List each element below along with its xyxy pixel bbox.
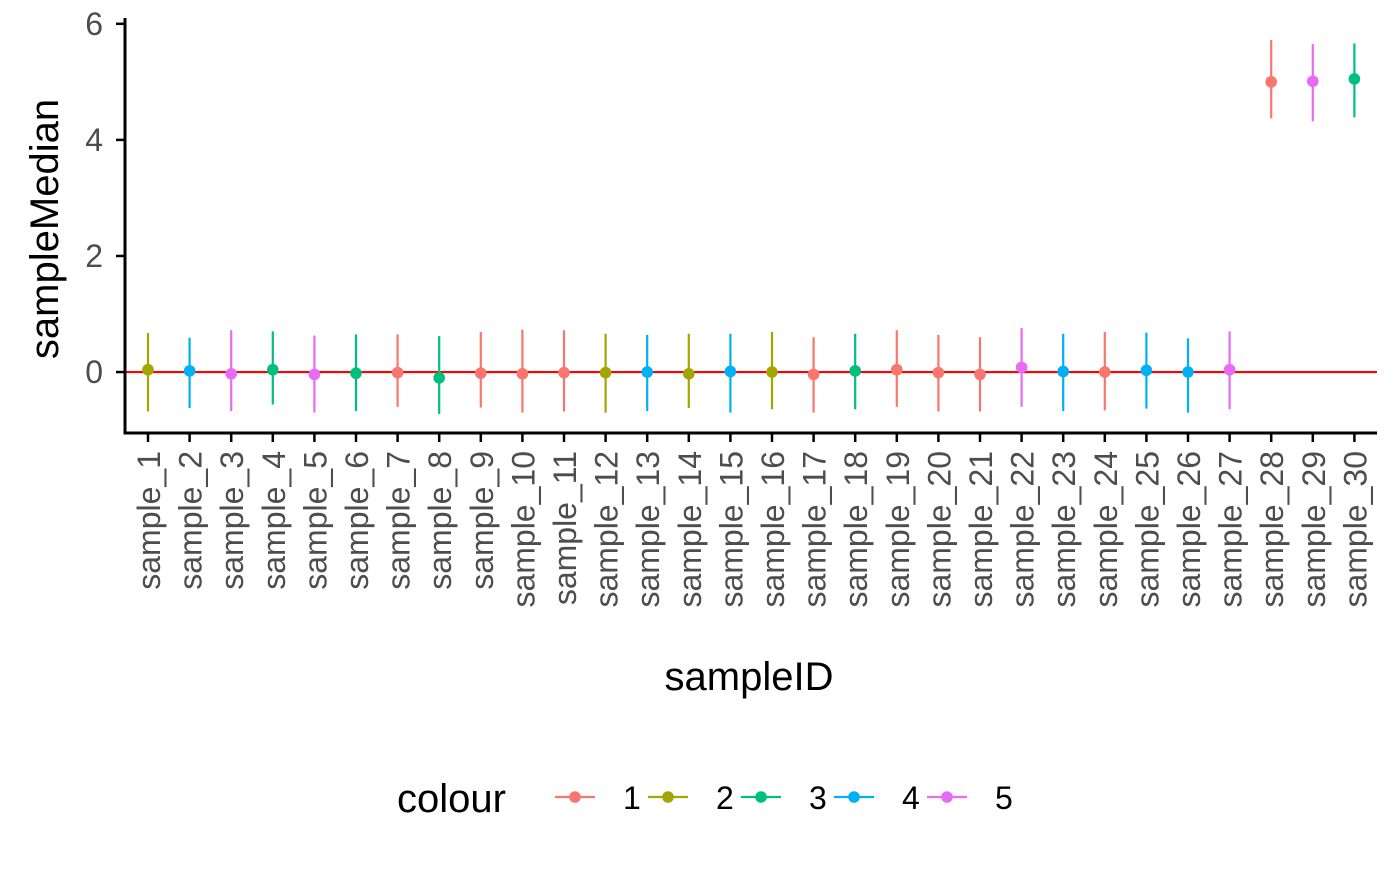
data-point <box>183 365 196 377</box>
data-point <box>1099 366 1111 378</box>
x-tick-label: sample_28 <box>1254 451 1290 608</box>
x-tick-label: sample_27 <box>1213 451 1249 608</box>
legend-entry: 4 <box>834 780 920 816</box>
x-tick-label: sample_7 <box>381 451 417 590</box>
legend-key-point <box>755 791 767 803</box>
legend-key-point <box>569 791 581 803</box>
data-point <box>683 367 695 380</box>
x-tick-label: sample_3 <box>214 451 250 590</box>
y-axis-title: sampleMedian <box>23 99 67 359</box>
data-point <box>267 363 279 376</box>
x-tick-label: sample_10 <box>505 451 541 608</box>
data-point <box>724 365 737 378</box>
data-point <box>142 363 154 376</box>
data-point <box>475 367 487 380</box>
axes-layer <box>123 18 1377 435</box>
x-tick-label: sample_29 <box>1296 451 1332 608</box>
legend-key-point <box>662 791 674 803</box>
data-point <box>641 366 653 378</box>
x-tick-label: sample_17 <box>797 451 833 608</box>
data-point <box>1265 76 1277 88</box>
x-tick-label: sample_6 <box>339 451 375 590</box>
data-point <box>433 372 446 384</box>
data-point <box>891 363 903 376</box>
x-tick-label: sample_19 <box>880 451 916 608</box>
x-tick-label: sample_13 <box>630 451 666 608</box>
x-tick-label: sample_30 <box>1337 451 1373 608</box>
legend-key-point <box>848 791 860 803</box>
x-tick-label: sample_11 <box>547 451 583 605</box>
x-tick-label: sample_23 <box>1046 451 1082 608</box>
data-point <box>849 365 861 377</box>
data-point <box>1057 365 1069 378</box>
x-tick-label: sample_22 <box>1005 451 1041 608</box>
x-tick-label: sample_1 <box>131 451 167 590</box>
y-tick-label: 4 <box>85 122 103 158</box>
data-point <box>807 368 820 381</box>
y-tick-label: 6 <box>85 6 103 42</box>
x-tick-label: sample_16 <box>755 451 791 608</box>
legend-label: 3 <box>809 780 827 816</box>
y-tick-label: 2 <box>85 238 103 274</box>
data-point <box>1182 366 1194 378</box>
legend-entry: 2 <box>648 780 734 816</box>
x-tick-label: sample_25 <box>1129 451 1165 608</box>
legend-label: 2 <box>716 780 734 816</box>
y-tick-label: 0 <box>85 354 103 390</box>
legend-entry: 5 <box>927 780 1013 816</box>
y-ticks-layer: 0 2 4 6 <box>85 6 125 390</box>
legend: colour 1 2 3 4 5 <box>397 777 1013 821</box>
data-point <box>1015 361 1028 374</box>
x-tick-label: sample_2 <box>173 451 209 590</box>
data-point <box>516 367 529 380</box>
errorbar-layer <box>146 40 1356 414</box>
x-ticks-layer: sample_1 sample_2 sample_3 sample_4 sample_5… <box>131 433 1373 608</box>
data-point <box>974 368 986 381</box>
data-point <box>350 367 362 380</box>
data-point <box>1307 75 1319 88</box>
data-point <box>766 366 778 378</box>
data-point <box>1348 73 1361 85</box>
data-point <box>558 366 570 379</box>
x-tick-label: sample_12 <box>589 451 625 608</box>
x-tick-label: sample_15 <box>713 451 749 608</box>
x-tick-label: sample_24 <box>1088 451 1124 608</box>
x-tick-label: sample_18 <box>838 451 874 608</box>
data-point <box>308 368 321 381</box>
legend-key-point <box>941 791 953 803</box>
data-point <box>1140 364 1153 377</box>
x-tick-label: sample_21 <box>963 451 999 608</box>
data-point <box>1223 363 1236 376</box>
data-point <box>391 366 404 379</box>
x-tick-label: sample_8 <box>422 451 458 590</box>
point-layer <box>142 73 1361 384</box>
x-tick-label: sample_5 <box>297 451 333 590</box>
x-tick-label: sample_26 <box>1171 451 1207 608</box>
data-point <box>932 366 945 379</box>
x-axis-title: sampleID <box>665 655 834 699</box>
x-tick-label: sample_14 <box>672 451 708 608</box>
x-tick-label: sample_20 <box>921 451 957 608</box>
x-tick-label: sample_4 <box>256 451 292 590</box>
legend-label: 5 <box>995 780 1013 816</box>
x-tick-label: sample_9 <box>464 451 500 590</box>
legend-label: 4 <box>902 780 920 816</box>
legend-entry: 3 <box>741 780 827 816</box>
data-point <box>599 366 612 379</box>
data-point <box>225 367 237 380</box>
legend-entry: 1 <box>555 780 641 816</box>
legend-title: colour <box>397 777 506 821</box>
legend-label: 1 <box>623 780 641 816</box>
